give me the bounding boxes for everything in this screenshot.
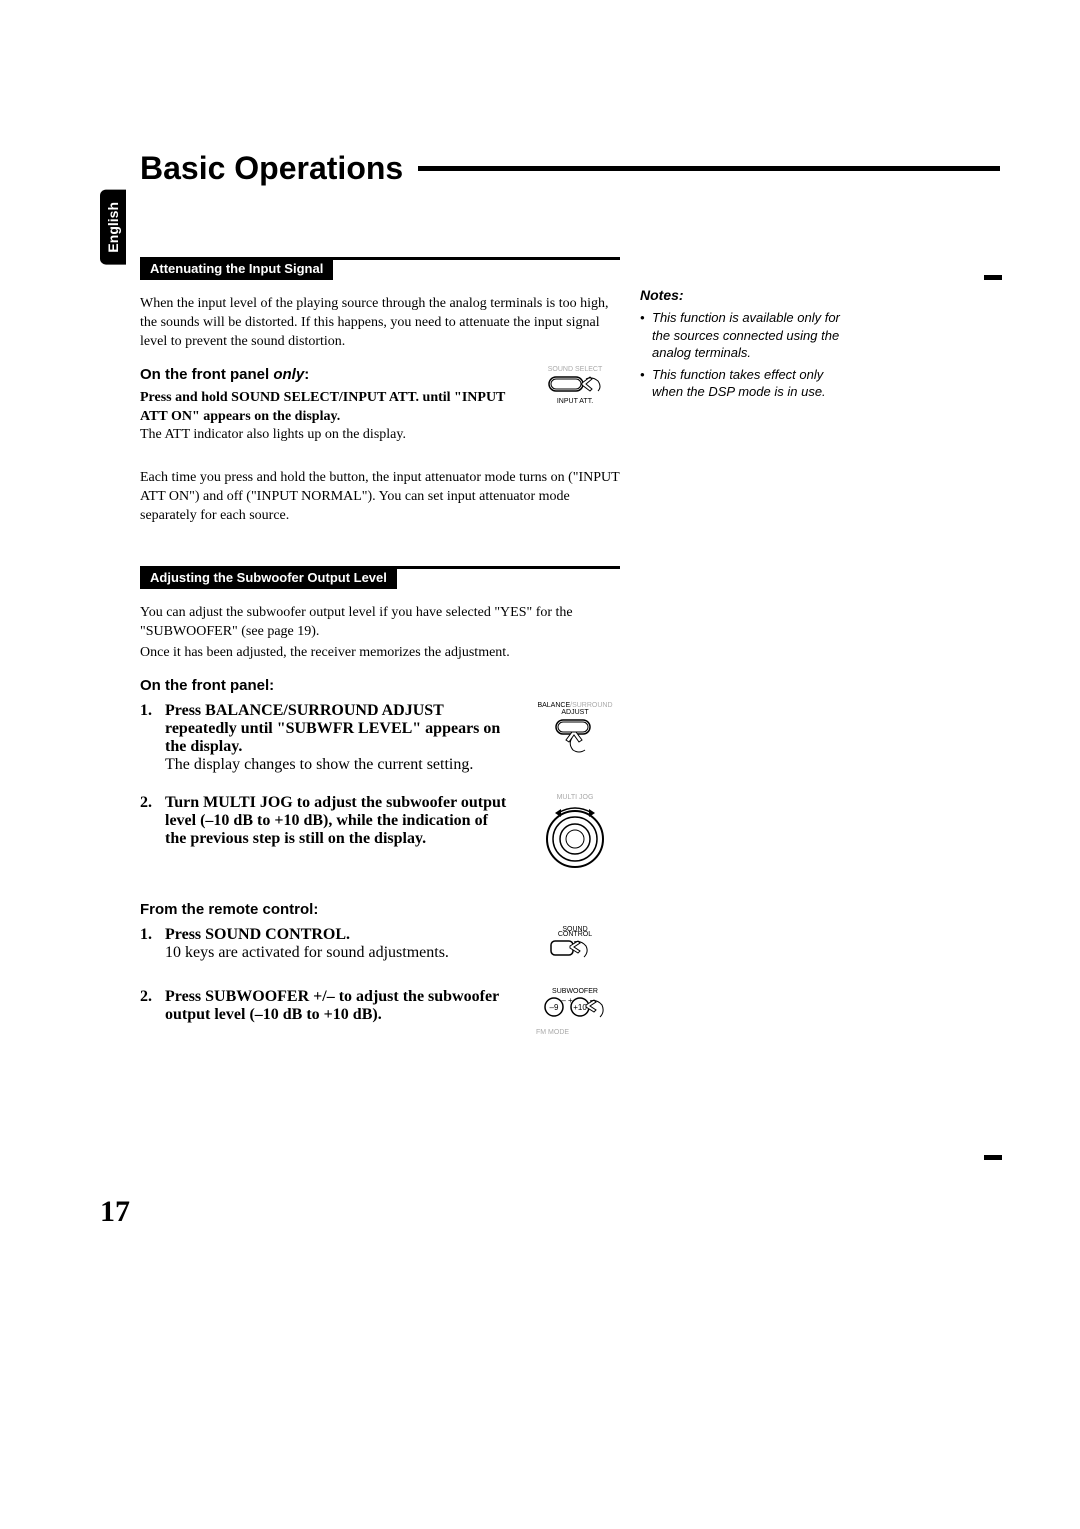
title-row: Basic Operations bbox=[140, 150, 1000, 187]
page-title: Basic Operations bbox=[140, 150, 418, 187]
front-panel-steps: Press BALANCE/SURROUND ADJUST repeatedly… bbox=[140, 702, 620, 871]
title-rule bbox=[418, 166, 1000, 171]
section2-intro1: You can adjust the subwoofer output leve… bbox=[140, 604, 620, 642]
step2-text: Turn MULTI JOG to adjust the subwoofer o… bbox=[165, 794, 510, 871]
notes-column: Notes: This function is available only f… bbox=[640, 257, 840, 1056]
section-heading-subwoofer: Adjusting the Subwoofer Output Level bbox=[140, 566, 620, 589]
label-multijog: MULTI JOG bbox=[557, 794, 594, 801]
manual-page: English Basic Operations Attenuating the… bbox=[0, 0, 1080, 1529]
language-tab: English bbox=[100, 190, 126, 265]
section1-intro: When the input level of the playing sour… bbox=[140, 295, 620, 352]
subwoofer-buttons-icon: SUBWOOFER –9 +10 – + FM MODE bbox=[530, 988, 620, 1036]
step1-text: Press BALANCE/SURROUND ADJUST repeatedly… bbox=[165, 702, 510, 774]
notes-list: This function is available only for the … bbox=[640, 309, 840, 401]
main-column: Attenuating the Input Signal When the in… bbox=[140, 257, 620, 1056]
page-number: 17 bbox=[100, 1195, 130, 1229]
remote-step-2: Press SUBWOOFER +/– to adjust the subwoo… bbox=[140, 988, 620, 1036]
sub-head-italic: only bbox=[273, 366, 304, 383]
label-subwoofer: SUBWOOFER bbox=[552, 988, 598, 995]
section-heading-rule bbox=[397, 566, 620, 569]
multi-jog-dial-icon: MULTI JOG bbox=[530, 794, 620, 871]
content-columns: Attenuating the Input Signal When the in… bbox=[140, 257, 1000, 1056]
step1-tail: The display changes to show the current … bbox=[165, 756, 473, 773]
sub-head-prefix: On the front panel bbox=[140, 366, 273, 383]
notes-heading: Notes: bbox=[640, 287, 840, 303]
icon-label-bottom: INPUT ATT. bbox=[557, 398, 593, 405]
crop-mark-top bbox=[984, 275, 1002, 280]
remote-steps: Press SOUND CONTROL. 10 keys are activat… bbox=[140, 926, 620, 1036]
remote-control-head: From the remote control: bbox=[140, 901, 620, 918]
rstep1-bold: Press SOUND CONTROL. bbox=[165, 926, 350, 943]
label-control: CONTROL bbox=[558, 931, 592, 938]
press-button-icon bbox=[548, 716, 603, 756]
section-heading-rule bbox=[333, 257, 620, 260]
instruction-tail: The ATT indicator also lights up on the … bbox=[140, 427, 406, 442]
rstep2-text: Press SUBWOOFER +/– to adjust the subwoo… bbox=[165, 988, 510, 1036]
svg-text:+10: +10 bbox=[573, 1003, 587, 1012]
label-surround: /SURROUND bbox=[570, 702, 612, 709]
rstep1-tail: 10 keys are activated for sound adjustme… bbox=[165, 944, 449, 961]
svg-text:– +: – + bbox=[561, 996, 573, 1005]
step-2: Turn MULTI JOG to adjust the subwoofer o… bbox=[140, 794, 620, 871]
svg-text:–9: –9 bbox=[550, 1003, 559, 1012]
step2-bold: Turn MULTI JOG to adjust the subwoofer o… bbox=[165, 794, 506, 847]
section-heading-label: Adjusting the Subwoofer Output Level bbox=[140, 566, 397, 589]
jog-dial-icon bbox=[540, 801, 610, 871]
note-item: This function is available only for the … bbox=[640, 309, 840, 362]
rstep1-text: Press SOUND CONTROL. 10 keys are activat… bbox=[165, 926, 510, 968]
section1-para2: Each time you press and hold the button,… bbox=[140, 469, 620, 526]
sub-head-suffix: : bbox=[304, 366, 309, 383]
label-fmmode: FM MODE bbox=[536, 1029, 569, 1036]
step-1: Press BALANCE/SURROUND ADJUST repeatedly… bbox=[140, 702, 620, 774]
step1-bold: Press BALANCE/SURROUND ADJUST repeatedly… bbox=[165, 702, 500, 755]
sound-select-button-icon: SOUND SELECT INPUT ATT. bbox=[530, 366, 620, 450]
front-panel-head: On the front panel: bbox=[140, 677, 620, 694]
section1-press-hold: Press and hold SOUND SELECT/INPUT ATT. u… bbox=[140, 389, 510, 446]
section1-instruction-text: On the front panel only: Press and hold … bbox=[140, 366, 510, 450]
remote-button-icon bbox=[548, 938, 603, 968]
label-adjust: ADJUST bbox=[561, 709, 588, 716]
icon-label-top: SOUND SELECT bbox=[548, 366, 602, 373]
rstep2-bold: Press SUBWOOFER +/– to adjust the subwoo… bbox=[165, 988, 499, 1023]
press-button-icon bbox=[548, 373, 603, 398]
balance-label-line1: BALANCE/SURROUND bbox=[537, 702, 612, 709]
section-heading-attenuating: Attenuating the Input Signal bbox=[140, 257, 620, 280]
balance-adjust-button-icon: BALANCE/SURROUND ADJUST bbox=[530, 702, 620, 774]
label-balance: BALANCE bbox=[537, 702, 570, 709]
crop-mark-bottom bbox=[984, 1155, 1002, 1160]
front-panel-only-head: On the front panel only: bbox=[140, 366, 510, 383]
section2-intro2: Once it has been adjusted, the receiver … bbox=[140, 644, 620, 663]
instruction-bold: Press and hold SOUND SELECT/INPUT ATT. u… bbox=[140, 390, 505, 424]
note-item: This function takes effect only when the… bbox=[640, 366, 840, 401]
sound-control-button-icon: SOUND CONTROL bbox=[530, 926, 620, 968]
section1-instruction-row: On the front panel only: Press and hold … bbox=[140, 366, 620, 450]
section-heading-label: Attenuating the Input Signal bbox=[140, 257, 333, 280]
remote-step-1: Press SOUND CONTROL. 10 keys are activat… bbox=[140, 926, 620, 968]
